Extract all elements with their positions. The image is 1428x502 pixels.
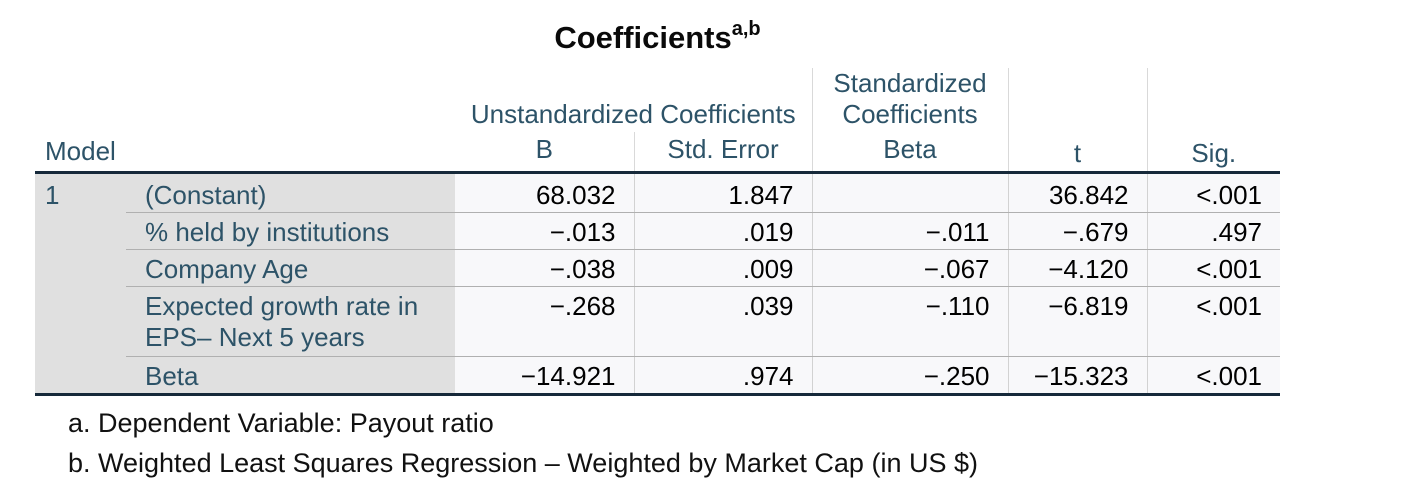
coefficients-table: Unstandardized Coefficients Standardized… [35,68,1280,396]
standardized-line1: Standardized [833,68,987,98]
table-row-beta: Beta −14.921 .974 −.250 −15.323 <.001 [35,356,1280,396]
row-label: (Constant) [126,172,455,213]
table-row-constant: 1 (Constant) 68.032 1.847 36.842 <.001 [35,172,1280,396]
spanner-header-row: Unstandardized Coefficients Standardized… [35,68,1280,174]
table-row-company-age: Company Age −.038 .009 −.067 −4.120 <.00… [35,249,1280,287]
cell-sig: <.001 [1146,172,1280,213]
row-label: Expected growth rate in EPS– Next 5 year… [126,286,455,357]
standardized-line2: Coefficients [842,99,978,129]
header-spacer [35,68,455,132]
cell-b: 68.032 [455,172,634,213]
row-label: % held by institutions [126,212,455,250]
standardized-coefficients-spanner: Standardized Coefficients [811,68,1009,132]
column-header-row: Model B Std. Error Beta [35,132,1280,174]
column-header-sig: Sig. [1146,68,1280,174]
column-header-beta: Beta [811,132,1009,174]
cell-b: −.013 [455,212,634,250]
cell-b: −14.921 [455,356,634,396]
table-header: Unstandardized Coefficients Standardized… [35,68,1280,174]
page-title: Coefficientsa,b [35,0,1280,55]
cell-std-error: .019 [633,212,812,250]
cell-beta [811,172,1008,213]
cell-beta: −.011 [811,212,1008,250]
cell-sig: <.001 [1146,286,1280,357]
cell-std-error: 1.847 [633,172,812,213]
coefficients-output: Coefficientsa,b Unstandardized Coefficie… [35,0,1280,483]
column-header-b: B [455,132,634,174]
cell-sig: <.001 [1146,356,1280,396]
cell-beta: −.067 [811,249,1008,287]
row-label: Company Age [126,249,455,287]
cell-t: −6.819 [1007,286,1147,357]
footnote-b: b. Weighted Least Squares Regression – W… [68,447,978,478]
cell-beta: −.110 [811,286,1008,357]
cell-t: −4.120 [1007,249,1147,287]
cell-t: −.679 [1007,212,1147,250]
table-title-text: Coefficients [554,20,732,55]
table-title-footnote-marks: a,b [731,17,761,40]
table-body: 1 (Constant) 68.032 1.847 36.842 <.001 %… [35,172,1280,396]
cell-t: −15.323 [1007,356,1147,396]
cell-b: −.268 [455,286,634,357]
footnote-a: a. Dependent Variable: Payout ratio [68,407,494,438]
cell-std-error: .974 [633,356,812,396]
cell-t: 36.842 [1007,172,1147,213]
cell-std-error: .039 [633,286,812,357]
row-label: Beta [126,356,455,396]
table-row-expected-growth-rate: Expected growth rate in EPS– Next 5 year… [35,286,1280,357]
cell-beta: −.250 [811,356,1008,396]
cell-std-error: .009 [633,249,812,287]
cell-sig: <.001 [1146,249,1280,287]
model-number-cell: 1 [35,172,126,396]
cell-sig: .497 [1146,212,1280,250]
column-header-model: Model [35,132,455,174]
table-footnotes: a. Dependent Variable: Payout ratio b. W… [35,396,1280,483]
unstandardized-coefficients-spanner: Unstandardized Coefficients [470,99,796,129]
column-header-t: t [1007,68,1147,174]
column-header-std-error: Std. Error [633,132,812,174]
cell-b: −.038 [455,249,634,287]
table-row-held-by-institutions: % held by institutions −.013 .019 −.011 … [35,212,1280,250]
